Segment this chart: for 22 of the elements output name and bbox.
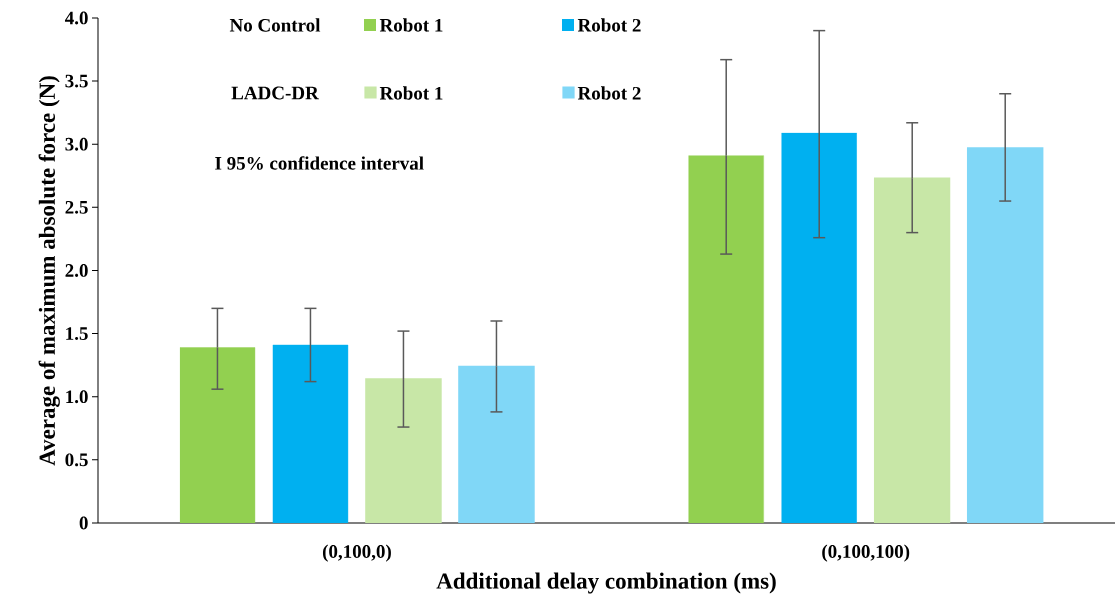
y-tick-label: 4.0 <box>64 11 88 25</box>
legend-label: Robot 2 <box>577 18 641 32</box>
legend-label: Robot 1 <box>379 18 443 32</box>
x-tick-label: (0,100,100) <box>822 544 910 562</box>
y-tick-label: 2.0 <box>65 264 88 277</box>
y-axis-title: Average of maximum absolute force (N) <box>38 76 60 466</box>
bar <box>272 344 349 523</box>
y-tick-label: 0.5 <box>65 453 88 467</box>
y-tick-label: 3.0 <box>65 137 88 151</box>
y-tick-label: 0 <box>79 516 88 530</box>
x-axis-title: Additional delay combination (ms) <box>436 572 776 594</box>
annotation: I 95% confidence interval <box>215 156 424 170</box>
y-tick-label: 3.5 <box>65 74 88 88</box>
bar <box>781 132 857 523</box>
annotation: No Control <box>229 18 321 32</box>
y-tick-label: 1.5 <box>66 327 88 341</box>
legend-label: Robot 2 <box>577 86 641 100</box>
y-tick-label: 1.0 <box>66 390 88 404</box>
y-tick-label: 2.5 <box>65 200 88 214</box>
x-tick-label: (0,100,0) <box>322 544 391 562</box>
annotation: LADC-DR <box>231 86 319 100</box>
legend-label: Robot 1 <box>379 86 443 100</box>
